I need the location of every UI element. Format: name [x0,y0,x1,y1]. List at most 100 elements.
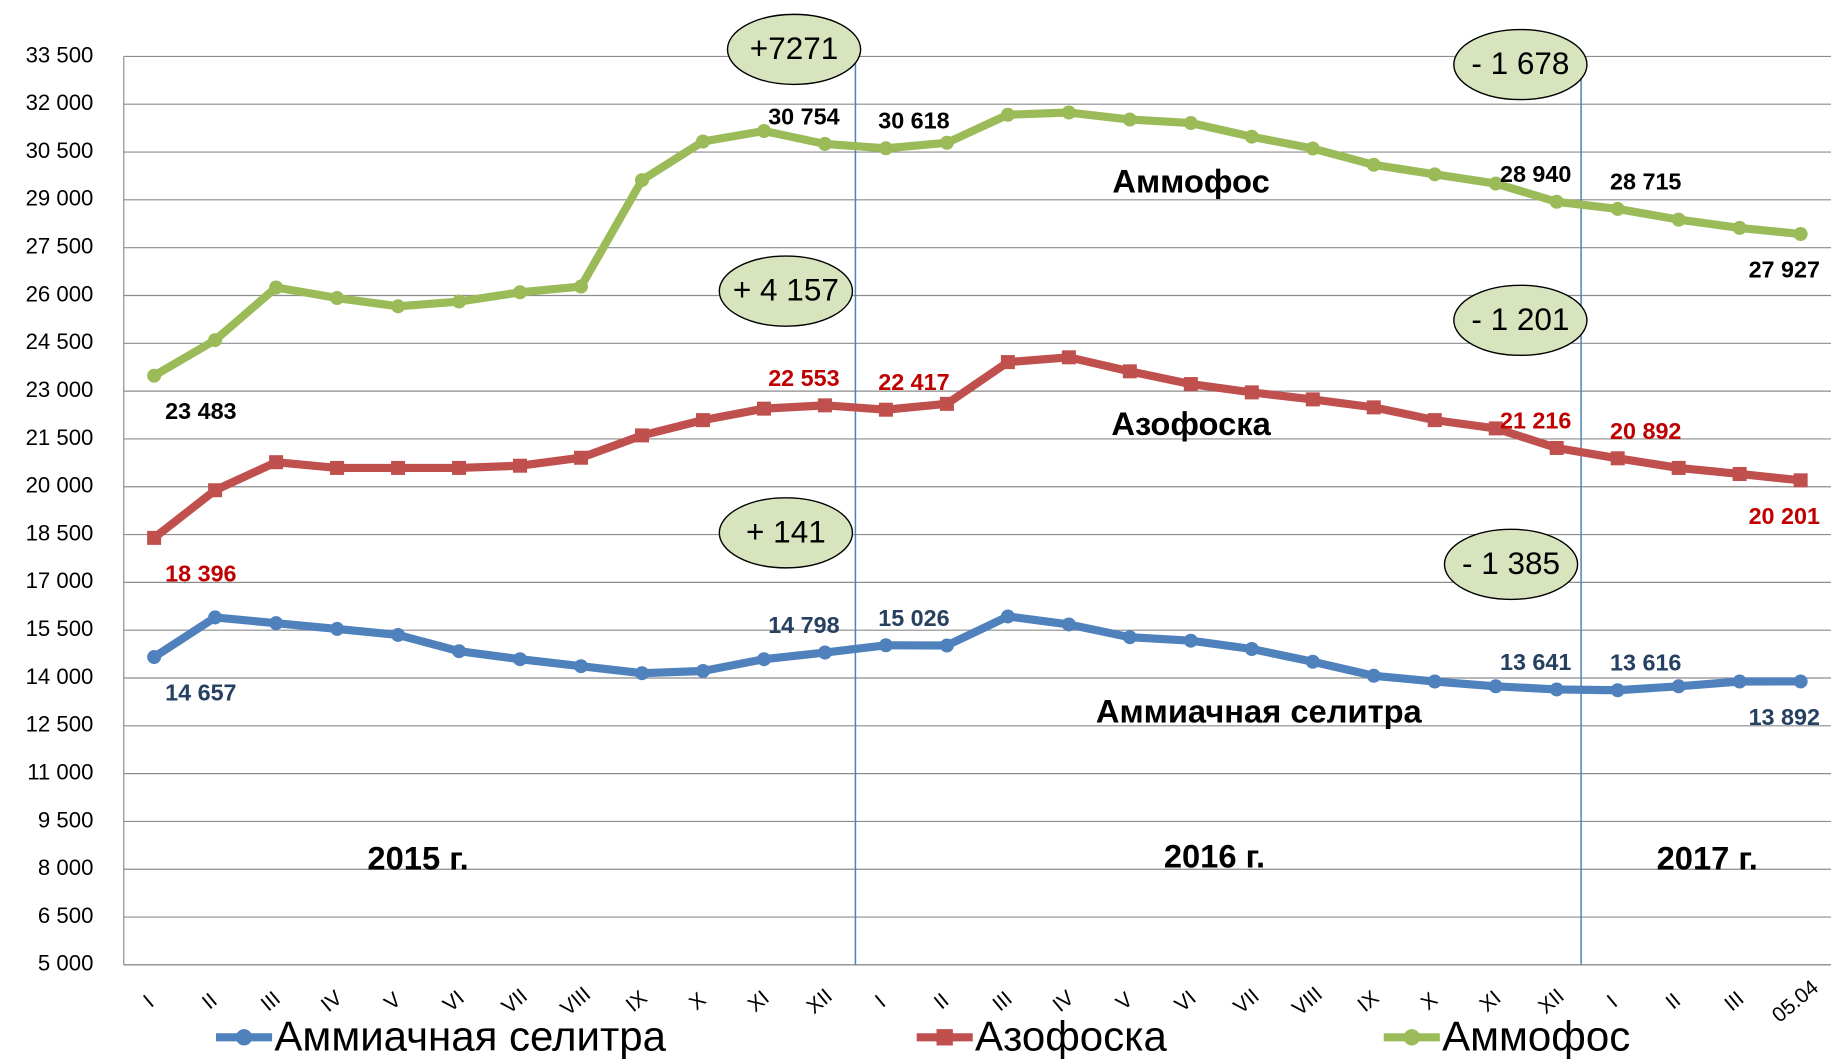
marker [513,652,528,667]
data-label: 27 927 [1749,257,1820,283]
annotation: - 1 385 [1462,545,1560,581]
marker [1061,105,1076,120]
marker [1610,683,1625,698]
marker [269,616,284,631]
y-tick-label: 23 000 [26,377,94,402]
marker [695,134,710,149]
legend-marker [1403,1029,1420,1046]
x-tick-label: VIII [1288,983,1327,1021]
marker [1793,473,1808,488]
data-label: 30 618 [878,108,949,134]
legend-label: Аммиачная селитра [274,1013,666,1060]
annotation-bubble [1443,528,1579,601]
marker [1366,668,1381,683]
y-tick-label: 26 000 [26,281,94,306]
series-line [151,353,1802,542]
marker [1732,466,1747,481]
series-line [151,612,1801,695]
y-tick-label: 27 500 [26,234,94,259]
y-tick-label: 14 000 [26,664,94,689]
y-tick-label: 32 000 [26,90,94,115]
marker [756,652,771,667]
marker [1061,617,1076,632]
y-tick-label: 33 500 [26,42,94,67]
marker [1671,460,1686,475]
data-label: 14 657 [165,680,236,706]
data-label: 22 417 [878,369,949,395]
legend-marker [936,1029,953,1046]
marker [1793,674,1808,689]
marker [1427,674,1442,689]
x-tick-label: I [139,991,158,1012]
series-label: Аммиачная селитра [1096,692,1423,729]
marker [1671,212,1686,227]
marker [330,621,345,636]
x-tick-label: X [685,988,711,1015]
marker [1610,451,1625,466]
data-label: 15 026 [878,605,949,631]
x-tick-label: VI [1171,986,1201,1016]
marker [208,483,223,498]
marker [452,644,467,659]
y-tick-label: 15 500 [26,616,94,641]
marker [1122,112,1137,127]
marker [1610,201,1625,216]
marker [208,610,223,625]
legend-marker [235,1029,253,1046]
marker [1305,141,1320,156]
series-line [152,108,1802,380]
data-label: 30 754 [768,103,839,129]
annotation-bubble [718,497,854,569]
y-tick-label: 6 500 [38,903,93,928]
marker [147,368,162,383]
x-tick-label: III [988,987,1016,1016]
data-label: 13 641 [1500,649,1571,675]
x-tick-label: II [198,989,222,1014]
marker [1183,633,1198,648]
marker [939,638,954,653]
annotation: +7271 [750,30,839,66]
marker [574,659,589,674]
period-label: 2016 г. [1164,837,1265,874]
y-tick-label: 17 000 [26,568,94,593]
marker [1488,421,1503,436]
data-label: 28 940 [1500,161,1571,187]
marker [1122,364,1137,379]
data-label: 18 396 [165,560,236,586]
marker [817,398,832,413]
marker [1732,220,1747,235]
marker [695,413,710,428]
data-label: 14 798 [768,612,839,638]
marker [1183,377,1198,392]
marker [1366,157,1381,172]
data-label: 28 715 [1610,168,1681,194]
x-tick-label: XII [802,984,836,1018]
data-label: 13 892 [1749,704,1820,730]
marker [574,279,589,294]
marker [330,291,345,306]
marker [1427,167,1442,182]
marker [1000,355,1015,370]
marker [878,402,893,417]
marker [391,627,406,642]
marker [1732,674,1747,689]
marker [1244,641,1259,657]
marker [269,455,284,470]
x-tick-label: II [930,989,954,1014]
x-tick-label: VII [1229,984,1263,1018]
y-tick-label: 30 500 [26,138,94,163]
marker [1671,679,1686,694]
annotation-bubble [1453,284,1588,357]
marker [634,666,649,681]
data-label: 22 553 [768,365,839,391]
marker [1122,630,1137,645]
marker [1183,116,1198,131]
marker [391,299,406,314]
annotation: - 1 201 [1471,301,1569,337]
marker [756,401,771,416]
legend-label: Азофоска [975,1013,1167,1060]
x-tick-label: V [1112,988,1138,1015]
y-tick-label: 29 000 [26,186,94,211]
data-label: 13 616 [1610,650,1681,676]
marker [756,123,771,139]
